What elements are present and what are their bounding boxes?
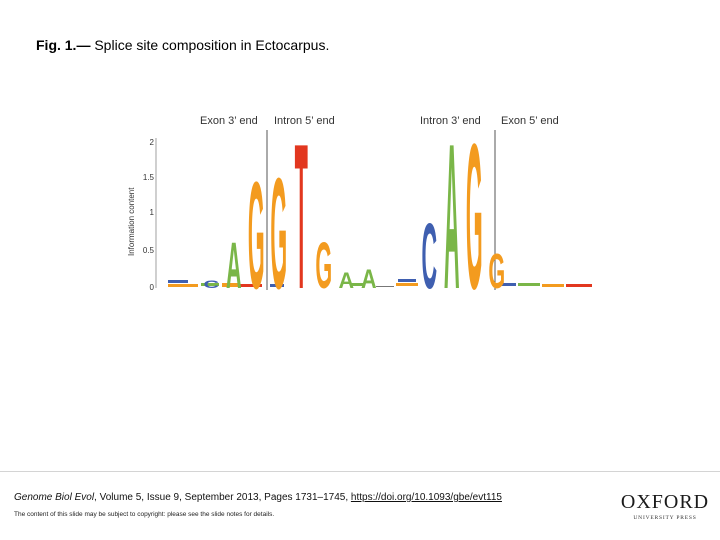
- section-label-intron-3: Intron 3’ end: [420, 115, 481, 127]
- section-label-exon-3: Exon 3’ end: [200, 115, 258, 127]
- citation: Genome Biol Evol, Volume 5, Issue 9, Sep…: [14, 492, 502, 503]
- residue-bar: [376, 286, 394, 287]
- y-tick-label: 2: [150, 138, 155, 147]
- copyright-notice: The content of this slide may be subject…: [14, 511, 275, 518]
- journal-name: Genome Biol Evol: [14, 492, 95, 503]
- logo-letter-g: G: [315, 230, 332, 298]
- y-tick-label: 1: [150, 208, 155, 217]
- logo-letter-g: G: [488, 245, 505, 298]
- y-tick-label: 0: [150, 283, 155, 292]
- logo-letter-a: A: [444, 108, 460, 298]
- y-tick-label: 1.5: [143, 173, 155, 182]
- residue-bar: [270, 284, 284, 287]
- residue-bar: [240, 284, 262, 287]
- residue-bar: [350, 283, 364, 286]
- figure-label: Fig. 1.—: [36, 37, 91, 53]
- y-axis-label: Information content: [127, 187, 136, 256]
- doi-link[interactable]: https://doi.org/10.1093/gbe/evt115: [350, 492, 502, 503]
- residue-bar: [168, 280, 188, 283]
- logo-letter-a: A: [226, 230, 242, 298]
- residue-bar: [518, 283, 540, 286]
- logo-letter-g: G: [248, 151, 265, 298]
- logo-letter-t: T: [295, 108, 308, 298]
- publisher-subtitle: UNIVERSITY PRESS: [633, 515, 697, 521]
- logo-letter-g: G: [270, 145, 287, 298]
- figure-title: Splice site composition in Ectocarpus.: [90, 37, 330, 53]
- residue-bar: [222, 283, 238, 287]
- sequence-logo-figure: Exon 3’ end Intron 5’ end Intron 3’ end …: [127, 108, 592, 298]
- residue-bar: [498, 283, 516, 286]
- logo-letter-a: A: [361, 265, 377, 295]
- logo-letter-a: A: [338, 268, 354, 293]
- citation-details: , Volume 5, Issue 9, September 2013, Pag…: [94, 492, 351, 503]
- residue-bar: [168, 284, 198, 287]
- publisher-name: OXFORD: [620, 491, 710, 513]
- residue-bar: [396, 283, 418, 286]
- residue-bar: [398, 279, 416, 282]
- y-tick-label: 0.5: [143, 246, 155, 255]
- footer-divider: [0, 471, 720, 472]
- residue-bar: [542, 284, 564, 287]
- figure-caption: Fig. 1.— Splice site composition in Ecto…: [36, 37, 329, 53]
- background-residues: [168, 279, 592, 287]
- logo-letter-c: C: [421, 205, 437, 298]
- residue-bar: [566, 284, 592, 287]
- residue-bar: [201, 283, 219, 286]
- section-label-exon-5: Exon 5’ end: [501, 115, 559, 127]
- logo-letter-c: C: [203, 278, 219, 290]
- section-label-intron-5: Intron 5’ end: [274, 115, 335, 127]
- logo-letter-g: G: [466, 108, 483, 298]
- publisher-logo: OXFORD UNIVERSITY PRESS: [620, 492, 710, 521]
